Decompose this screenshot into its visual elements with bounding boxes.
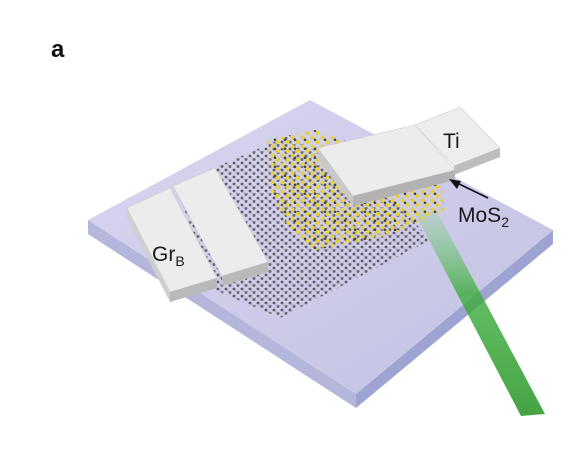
ti-electrode-front xyxy=(318,148,353,206)
mos2-label-sub: 2 xyxy=(501,214,509,230)
gr-electrode-left-front xyxy=(127,208,170,302)
substrate-side-right xyxy=(356,230,553,408)
gr-electrode-right-side xyxy=(222,262,268,286)
graphene-label-sub: B xyxy=(175,253,185,269)
ti-contact-side xyxy=(454,148,500,175)
gr-electrode-left-side xyxy=(170,278,217,302)
panel-label: a xyxy=(51,36,65,63)
titanium-electrode-label: Ti xyxy=(443,130,460,153)
ti-electrode-side xyxy=(353,170,455,206)
graphene-label-main: Gr xyxy=(152,243,176,266)
mos2-label-main: MoS xyxy=(458,204,502,227)
laser-beam xyxy=(416,210,545,416)
graphene-electrode-label: GrB xyxy=(152,244,185,268)
mos2-label: MoS2 xyxy=(458,205,509,229)
arrow-icon xyxy=(449,179,489,199)
